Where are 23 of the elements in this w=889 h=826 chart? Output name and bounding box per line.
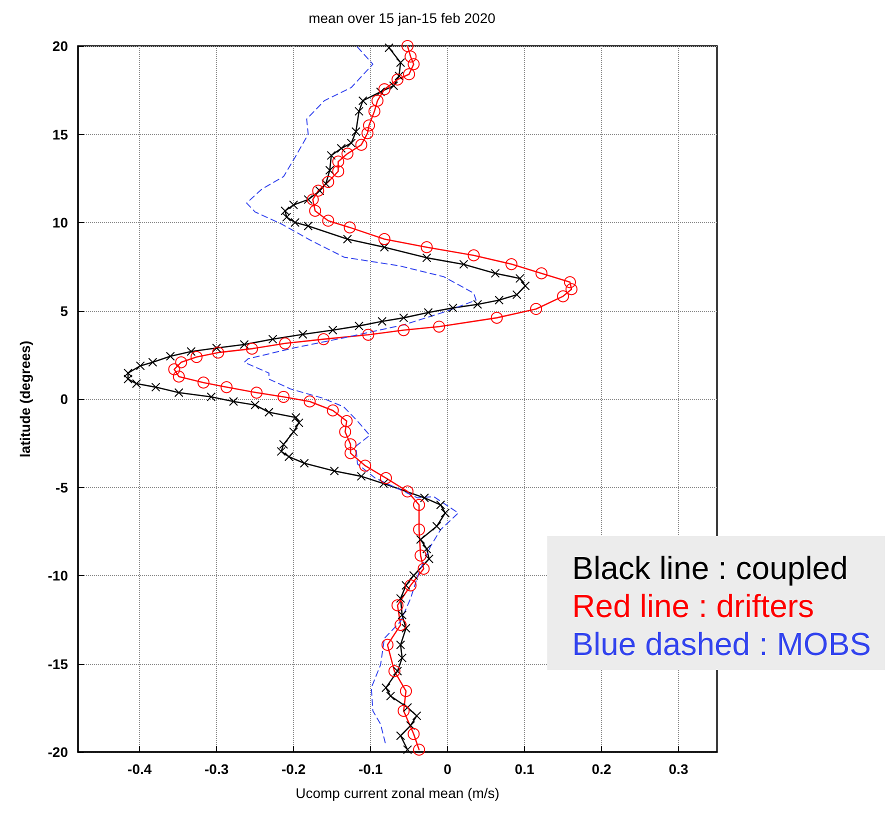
x-tick-label: -0.1: [358, 761, 383, 777]
y-tick-label: -15: [48, 656, 68, 672]
x-tick-label: 0.2: [592, 761, 612, 777]
y-tick-label: -20: [48, 744, 68, 760]
text: Blue dashed : MOBS: [572, 626, 871, 662]
text: Black line : coupled: [572, 550, 848, 586]
chart-title: mean over 15 jan-15 feb 2020: [308, 10, 496, 26]
y-tick-label: -10: [48, 568, 68, 584]
y-tick-label: 0: [60, 391, 68, 407]
y-tick-label: 15: [52, 126, 68, 142]
x-tick-label: 0: [444, 761, 452, 777]
y-tick-label: -5: [56, 479, 68, 496]
x-tick-label: -0.2: [282, 761, 306, 777]
x-tick-label: 0.3: [668, 761, 688, 777]
text: Red line : drifters: [572, 588, 814, 624]
x-tick-label: -0.4: [128, 761, 152, 777]
y-tick-label: 10: [52, 214, 68, 230]
x-axis-title: Ucomp current zonal mean (m/s): [296, 785, 500, 801]
y-axis-title: latitude (degrees): [17, 340, 33, 458]
y-tick-label: 20: [52, 38, 68, 54]
x-tick-label: -0.3: [204, 761, 229, 777]
y-tick-label: 5: [60, 302, 68, 319]
x-tick-label: 0.1: [514, 761, 534, 777]
